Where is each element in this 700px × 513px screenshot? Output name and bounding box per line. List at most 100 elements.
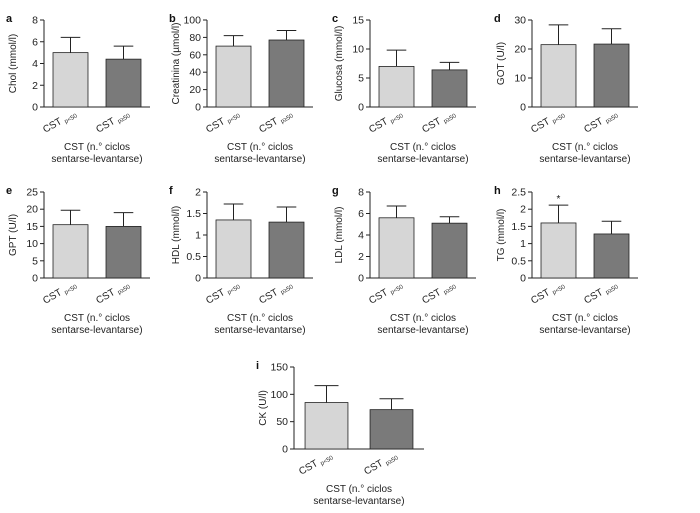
- category-main: CST: [362, 457, 387, 478]
- x-axis-label: sentarse-levantarse): [377, 325, 468, 336]
- x-axis-label: CST (n.° ciclos: [326, 484, 392, 495]
- category-sub: p≥50: [605, 113, 620, 125]
- y-tick-label: 1: [195, 230, 201, 242]
- x-axis-label: sentarse-levantarse): [313, 496, 404, 507]
- category-main: CST: [367, 115, 392, 136]
- category-sub: p<50: [552, 284, 567, 296]
- category-main: CST: [582, 115, 607, 136]
- bar: [52, 224, 89, 279]
- y-tick-label: 0: [32, 273, 38, 285]
- y-tick-label: 100: [270, 389, 288, 401]
- y-tick-label: 1: [520, 238, 526, 250]
- category-main: CST: [204, 115, 229, 136]
- y-axis-label: GOT (U/l): [496, 42, 507, 85]
- category-main: CST: [41, 115, 66, 136]
- bar: [431, 69, 468, 108]
- y-axis-label: HDL (mmol/l): [171, 206, 182, 265]
- bar: [304, 402, 349, 450]
- bar: [540, 222, 577, 279]
- y-tick-label: 50: [276, 416, 288, 428]
- y-tick-label: 6: [32, 36, 38, 48]
- x-axis-label: CST (n.° ciclos: [227, 313, 293, 324]
- y-tick-label: 6: [358, 208, 364, 220]
- y-tick-label: 20: [514, 44, 526, 56]
- y-tick-label: 0: [520, 273, 526, 285]
- x-tick-label: CST p<50: [204, 108, 242, 137]
- y-tick-label: 2: [358, 251, 364, 263]
- x-tick-label: CST p≥50: [362, 450, 400, 479]
- x-axis-label: sentarse-levantarse): [51, 154, 142, 165]
- y-tick-label: 25: [26, 187, 38, 199]
- panel-letter: g: [332, 185, 339, 197]
- x-tick-label: CST p≥50: [94, 279, 132, 308]
- y-tick-label: 0: [358, 273, 364, 285]
- category-main: CST: [204, 286, 229, 307]
- x-tick-label: CST p<50: [367, 279, 405, 308]
- x-tick-label: CST p≥50: [582, 279, 620, 308]
- x-axis-label: CST (n.° ciclos: [552, 142, 618, 153]
- panel-letter: c: [332, 13, 338, 25]
- bar: [215, 45, 252, 108]
- category-sub: p≥50: [605, 284, 620, 296]
- y-tick-label: 0.5: [186, 251, 201, 263]
- y-tick-label: 0: [520, 102, 526, 114]
- panel-letter: d: [494, 13, 501, 25]
- category-main: CST: [41, 286, 66, 307]
- category-sub: p≥50: [443, 113, 458, 125]
- y-tick-label: 15: [352, 15, 364, 27]
- y-tick-label: 10: [26, 238, 38, 250]
- y-tick-label: 0: [358, 102, 364, 114]
- y-tick-label: 2: [195, 187, 201, 199]
- y-tick-label: 0: [195, 273, 201, 285]
- x-tick-label: CST p<50: [529, 279, 567, 308]
- x-tick-label: CST p<50: [529, 108, 567, 137]
- x-tick-label: CST p≥50: [420, 279, 458, 308]
- category-sub: p≥50: [280, 284, 295, 296]
- bar: [268, 221, 305, 279]
- y-axis-label: TG (mmol/l): [496, 209, 507, 262]
- panel-letter: i: [256, 360, 259, 372]
- y-tick-label: 5: [32, 255, 38, 267]
- panel-letter: e: [6, 185, 12, 197]
- category-sub: p≥50: [443, 284, 458, 296]
- y-tick-label: 8: [32, 15, 38, 27]
- x-tick-label: CST p<50: [41, 279, 79, 308]
- category-sub: p<50: [64, 284, 79, 296]
- panel-h: h00.511.522.5TG (mmol/l)CST p<50 CST p≥50…: [494, 185, 638, 336]
- x-axis-label: sentarse-levantarse): [214, 154, 305, 165]
- x-axis-label: CST (n.° ciclos: [227, 142, 293, 153]
- y-tick-label: 15: [26, 221, 38, 233]
- y-tick-label: 1.5: [511, 221, 526, 233]
- bar: [593, 43, 630, 108]
- category-sub: p<50: [320, 455, 335, 467]
- y-tick-label: 10: [352, 44, 364, 56]
- x-axis-label: CST (n.° ciclos: [390, 142, 456, 153]
- y-axis-label: CK (U/l): [258, 390, 269, 426]
- y-tick-label: 150: [270, 362, 288, 374]
- category-main: CST: [94, 115, 119, 136]
- y-tick-label: 20: [189, 84, 201, 96]
- y-tick-label: 20: [26, 204, 38, 216]
- x-tick-label: CST p≥50: [420, 108, 458, 137]
- x-tick-label: CST p≥50: [257, 108, 295, 137]
- x-axis-label: CST (n.° ciclos: [64, 142, 130, 153]
- y-tick-label: 60: [189, 49, 201, 61]
- bar: [105, 58, 142, 108]
- y-axis-label: Glucosa (mmol/l): [334, 26, 345, 102]
- category-main: CST: [529, 286, 554, 307]
- panel-letter: f: [169, 185, 173, 197]
- y-tick-label: 2: [520, 204, 526, 216]
- bar: [378, 217, 415, 279]
- panel-letter: h: [494, 185, 501, 197]
- bar: [105, 225, 142, 279]
- y-axis-label: GPT (U/l): [8, 214, 19, 256]
- bar: [378, 66, 415, 108]
- category-sub: p<50: [227, 284, 242, 296]
- y-tick-label: 5: [358, 73, 364, 85]
- x-tick-label: CST p<50: [297, 450, 335, 479]
- bar: [540, 44, 577, 108]
